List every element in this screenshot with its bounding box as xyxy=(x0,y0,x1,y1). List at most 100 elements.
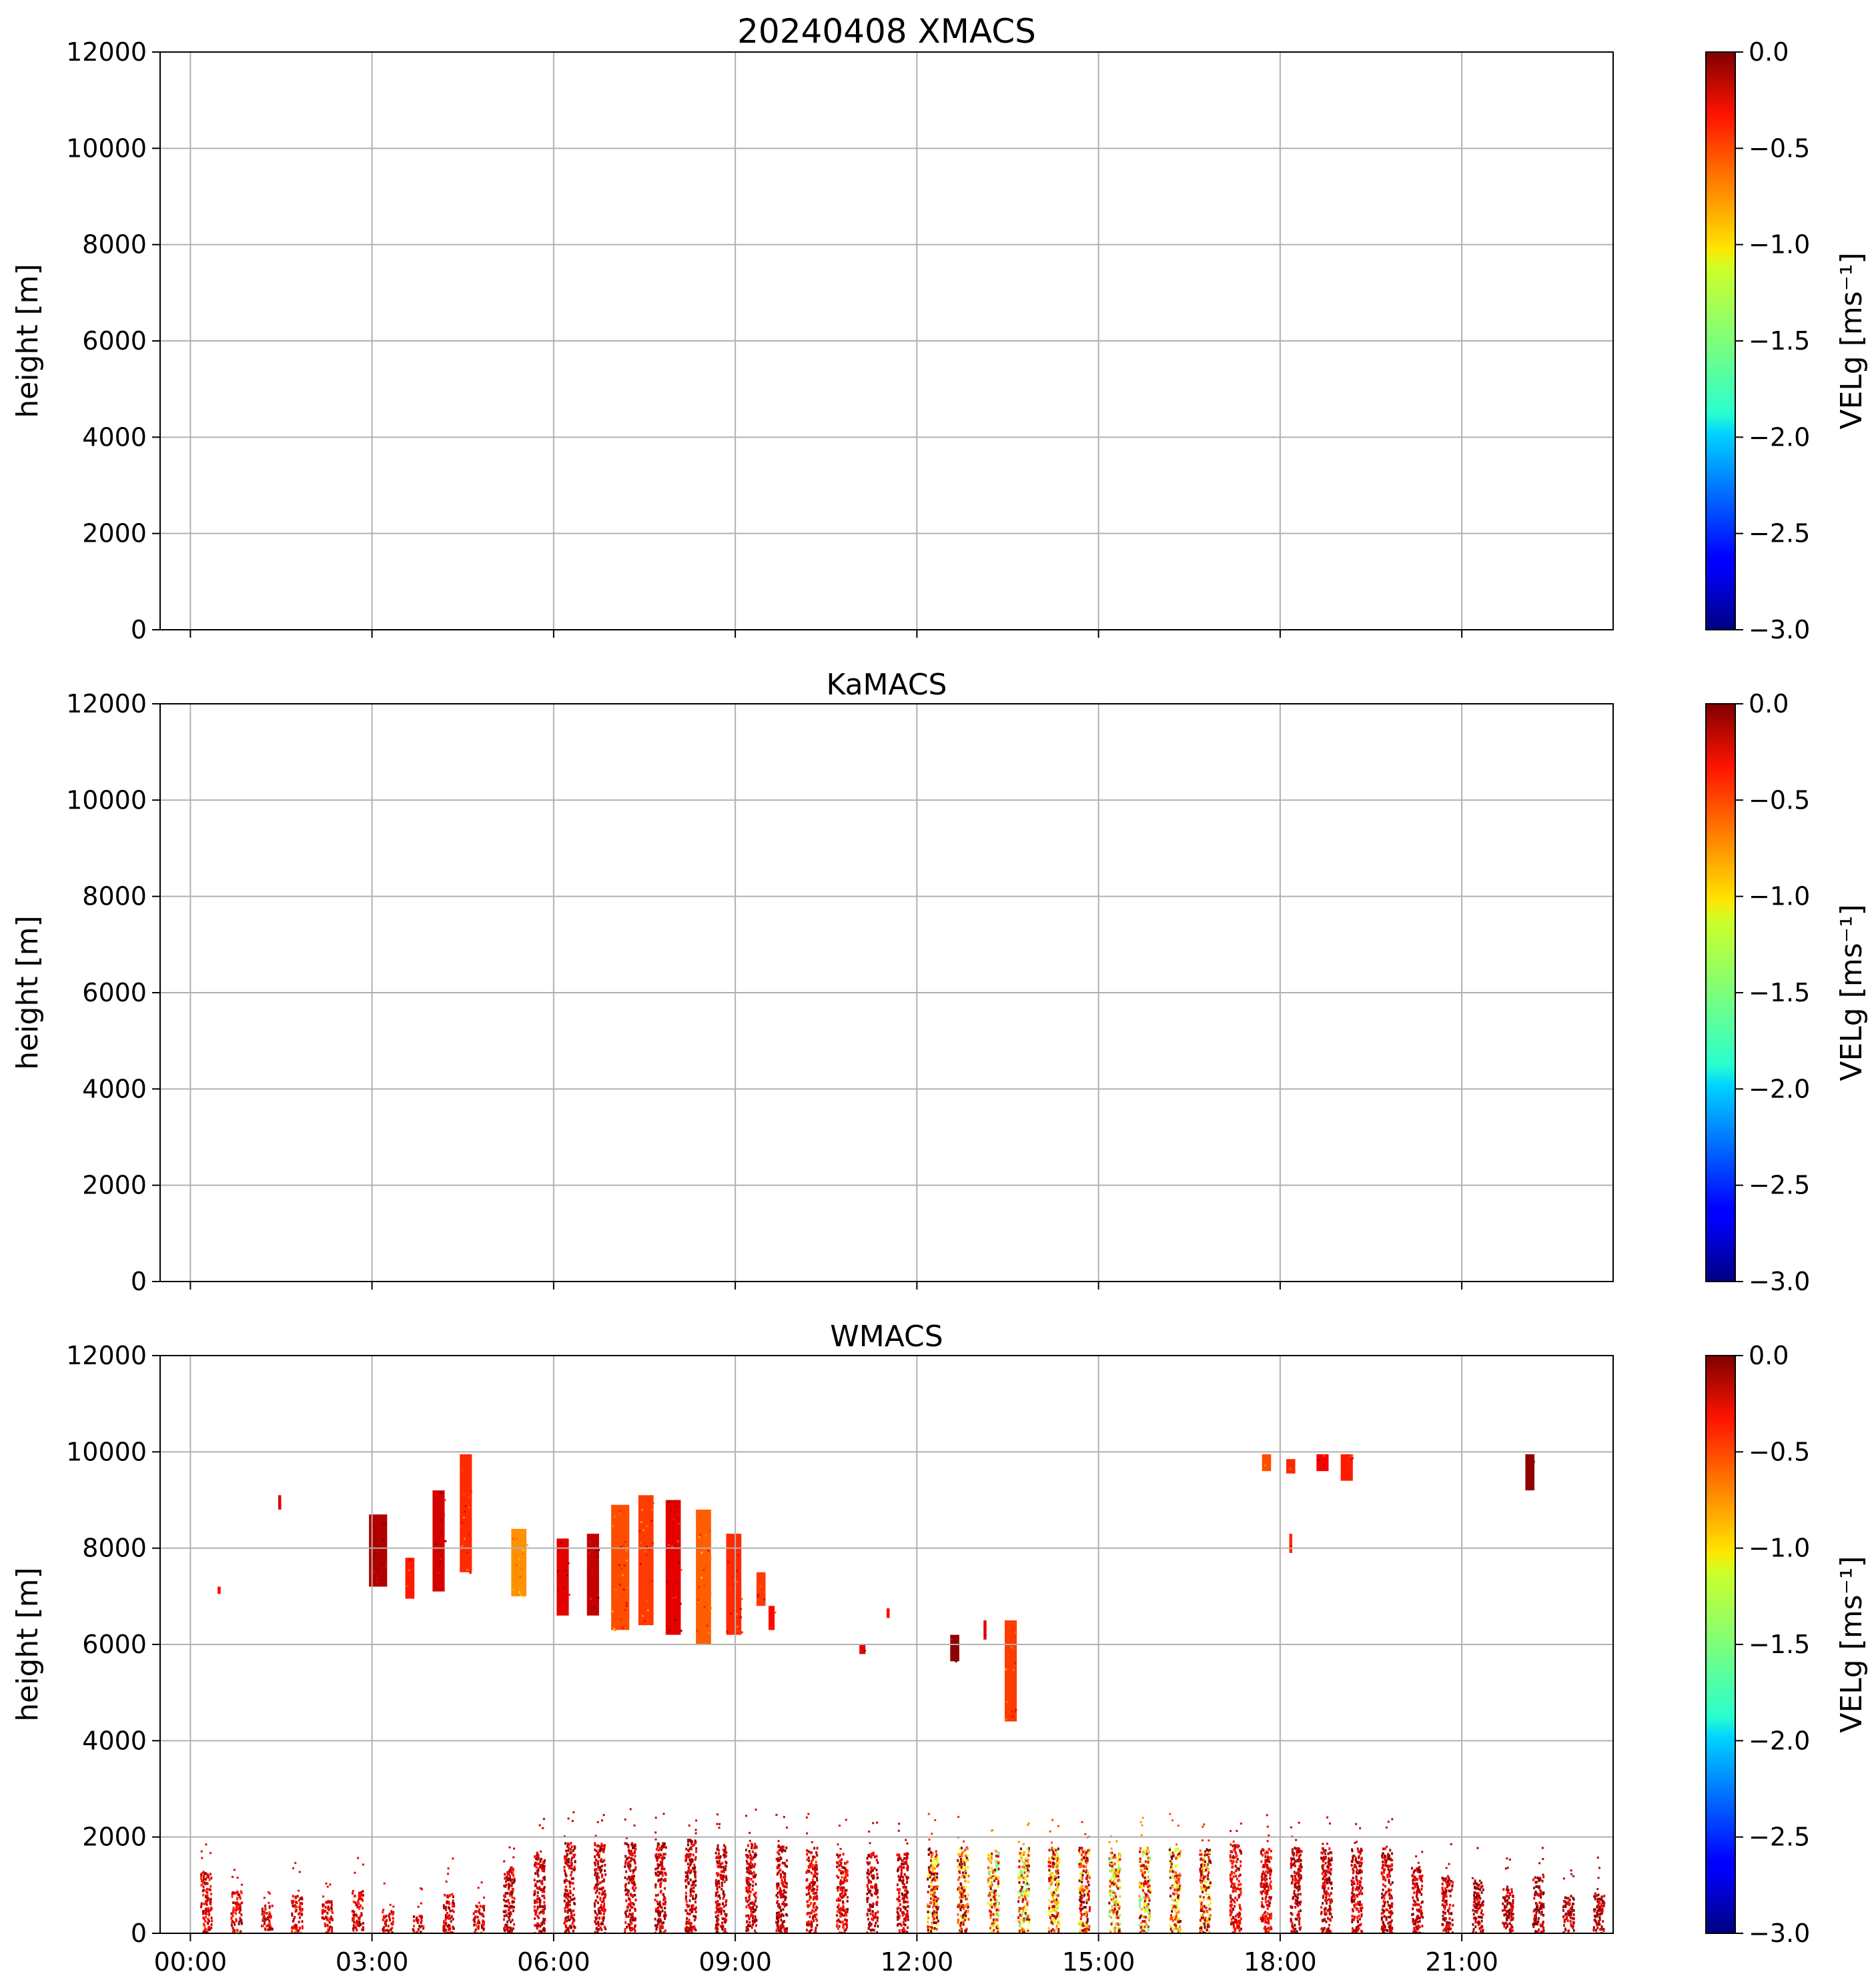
echo-speckle xyxy=(1141,1889,1144,1892)
echo-speckle xyxy=(662,1813,665,1815)
echo-speckle xyxy=(511,1900,514,1903)
echo-speckle xyxy=(659,1879,662,1882)
echo-speckle xyxy=(1178,1855,1180,1859)
echo-speckle xyxy=(536,1897,538,1901)
echo-speckle xyxy=(233,1923,236,1926)
echo-speckle xyxy=(903,1866,905,1869)
echo-speckle xyxy=(841,1908,844,1911)
echo-speckle xyxy=(996,1919,999,1922)
echo-speckle xyxy=(933,1927,936,1930)
echo-speckle xyxy=(598,1849,601,1853)
echo-speckle xyxy=(1147,1914,1150,1917)
echo-speckle xyxy=(588,1540,591,1543)
echo-speckle xyxy=(536,1872,539,1875)
echo-speckle xyxy=(537,1887,540,1891)
echo-speckle xyxy=(630,1881,633,1884)
echo-speckle xyxy=(745,1877,748,1880)
echo-speckle xyxy=(1023,1905,1026,1908)
echo-speckle xyxy=(1085,1857,1088,1860)
echo-speckle xyxy=(1147,1879,1149,1883)
echo-speckle xyxy=(628,1856,630,1859)
echo-speckle xyxy=(753,1871,755,1874)
echo-speckle xyxy=(836,1914,839,1917)
echo-speckle xyxy=(1322,1454,1325,1457)
echo-speckle xyxy=(716,1883,719,1886)
echo-speckle xyxy=(1057,1930,1060,1933)
echo-speckle xyxy=(1079,1917,1082,1920)
echo-speckle xyxy=(639,1501,642,1504)
echo-speckle xyxy=(644,1550,646,1552)
echo-speckle xyxy=(839,1911,841,1915)
echo-speckle xyxy=(510,1905,513,1909)
echo-speckle xyxy=(777,1882,780,1885)
echo-speckle xyxy=(902,1886,905,1889)
echo-speckle xyxy=(718,1827,721,1829)
echo-speckle xyxy=(543,1929,546,1933)
echo-speckle xyxy=(478,1921,481,1925)
echo-speckle xyxy=(588,1552,591,1554)
echo-speckle xyxy=(1230,1912,1232,1915)
echo-speckle xyxy=(1053,1848,1055,1851)
echo-speckle xyxy=(628,1851,631,1854)
echo-speckle xyxy=(680,1568,682,1571)
echo-speckle xyxy=(810,1889,813,1893)
echo-speckle xyxy=(513,1897,516,1900)
echo-speckle xyxy=(1109,1893,1112,1897)
echo-speckle xyxy=(987,1901,989,1905)
echo-speckle xyxy=(203,1927,206,1930)
echo-speckle xyxy=(509,1905,512,1908)
echo-cell xyxy=(1286,1459,1296,1474)
echo-speckle xyxy=(843,1929,846,1932)
echo-speckle xyxy=(965,1929,967,1932)
echo-speckle xyxy=(567,1817,570,1820)
echo-speckle xyxy=(997,1861,999,1865)
echo-speckle xyxy=(776,1883,779,1886)
y-tick-label: 12000 xyxy=(66,37,147,67)
echo-speckle xyxy=(780,1875,783,1879)
echo-speckle xyxy=(453,1905,456,1908)
echo-speckle xyxy=(1240,1927,1242,1931)
echo-speckle xyxy=(660,1861,662,1864)
y-tick-label: 8000 xyxy=(82,882,147,911)
echo-speckle xyxy=(352,1919,355,1922)
echo-speckle xyxy=(1027,1871,1029,1875)
echo-speckle xyxy=(1057,1869,1059,1872)
echo-speckle xyxy=(210,1926,213,1929)
axes-frame xyxy=(159,51,1614,630)
echo-speckle xyxy=(634,1925,636,1928)
echo-speckle xyxy=(542,1818,545,1821)
echo-speckle xyxy=(602,1917,605,1920)
echo-speckle xyxy=(241,1921,244,1925)
echo-speckle xyxy=(542,1894,545,1897)
echo-speckle xyxy=(507,1929,510,1933)
echo-speckle xyxy=(543,1928,546,1931)
echo-speckle xyxy=(1147,1875,1149,1879)
echo-speckle xyxy=(964,1867,967,1871)
echo-speckle xyxy=(444,1913,447,1917)
echo-speckle xyxy=(330,1917,332,1921)
echo-speckle xyxy=(506,1872,509,1875)
echo-speckle xyxy=(813,1931,816,1933)
echo-speckle xyxy=(1112,1913,1115,1916)
echo-speckle xyxy=(1209,1898,1212,1901)
echo-speckle xyxy=(1177,1920,1180,1923)
echo-speckle xyxy=(1236,1854,1238,1857)
echo-speckle xyxy=(1109,1910,1111,1913)
echo-speckle xyxy=(593,1606,596,1608)
echo-speckle xyxy=(1205,1862,1208,1865)
echo-speckle xyxy=(596,1853,598,1857)
echo-speckle xyxy=(658,1911,661,1915)
echo-speckle xyxy=(408,1574,411,1577)
echo-speckle xyxy=(957,1865,960,1869)
echo-speckle xyxy=(1143,1906,1145,1909)
echo-speckle xyxy=(626,1586,629,1588)
echo-speckle xyxy=(993,1924,995,1927)
echo-speckle xyxy=(1079,1863,1082,1866)
echo-speckle xyxy=(684,1871,687,1874)
echo-speckle xyxy=(1022,1921,1025,1924)
echo-speckle xyxy=(1089,1906,1091,1909)
echo-speckle xyxy=(679,1602,682,1605)
echo-speckle xyxy=(1050,1929,1053,1933)
echo-speckle xyxy=(1081,1901,1083,1904)
echo-speckle xyxy=(294,1931,296,1933)
